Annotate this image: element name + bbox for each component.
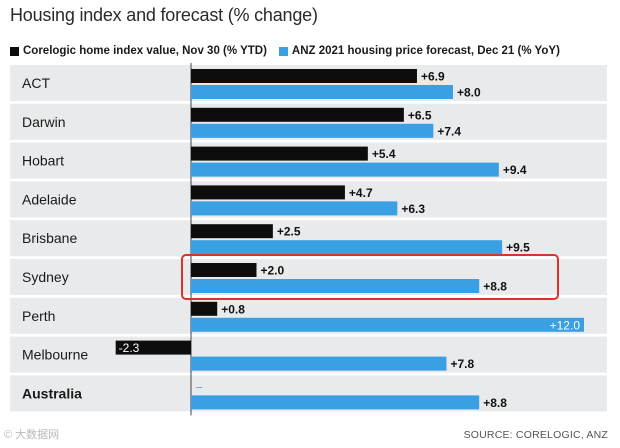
data-label-corelogic-hobart: +5.4 [372, 147, 396, 161]
data-label-corelogic-adelaide: +4.7 [349, 186, 373, 200]
bar-anz-act [191, 85, 453, 99]
data-label-anz-darwin: +7.4 [437, 124, 461, 138]
watermark: © 大数据网 [4, 429, 60, 441]
data-label-corelogic-brisbane: +2.5 [277, 225, 301, 239]
data-label-corelogic-act: +6.9 [421, 70, 445, 84]
bar-corelogic-melbourne [115, 340, 191, 355]
legend-swatch-black [10, 46, 19, 56]
legend-item-anz: ANZ 2021 housing price forecast, Dec 21 … [278, 45, 560, 57]
legend-swatch-blue [278, 46, 288, 56]
data-label-anz-australia: +8.8 [483, 396, 507, 410]
data-label-anz-act: +8.0 [457, 86, 481, 100]
data-label-corelogic-australia: – [196, 381, 203, 393]
data-label-anz-perth: +12.0 [550, 318, 581, 332]
bar-anz-brisbane [191, 240, 503, 255]
legend-label-anz: ANZ 2021 housing price forecast, Dec 21 … [291, 45, 560, 57]
bar-corelogic-adelaide [191, 185, 345, 200]
category-label-perth: Perth [22, 308, 55, 324]
bar-corelogic-darwin [191, 107, 404, 122]
bar-corelogic-brisbane [191, 224, 273, 239]
data-label-anz-sydney: +8.8 [483, 280, 507, 294]
bar-anz-perth [191, 317, 584, 332]
source-note: SOURCE: CORELOGIC, ANZ [463, 429, 608, 441]
data-label-corelogic-sydney: +2.0 [261, 264, 285, 278]
bar-corelogic-hobart [191, 146, 368, 161]
data-label-corelogic-perth: +0.8 [221, 302, 245, 316]
category-label-australia: Australia [22, 385, 82, 401]
data-label-anz-brisbane: +9.5 [506, 241, 530, 255]
category-label-hobart: Hobart [22, 153, 64, 169]
highlight-box-sydney [181, 254, 559, 300]
bar-anz-australia [191, 395, 480, 410]
category-label-sydney: Sydney [22, 269, 69, 285]
legend-item-corelogic: Corelogic home index value, Nov 30 (% YT… [10, 45, 267, 57]
data-label-anz-melbourne: +7.8 [450, 357, 474, 371]
category-label-brisbane: Brisbane [22, 230, 77, 246]
data-label-anz-hobart: +9.4 [503, 163, 527, 177]
category-label-darwin: Darwin [22, 114, 66, 130]
bar-corelogic-act [191, 69, 417, 83]
category-label-act: ACT [22, 75, 50, 91]
bar-anz-adelaide [191, 201, 398, 216]
chart-title: Housing index and forecast (% change) [10, 5, 318, 25]
category-label-melbourne: Melbourne [22, 347, 88, 363]
data-label-anz-adelaide: +6.3 [401, 202, 425, 216]
category-label-adelaide: Adelaide [22, 191, 77, 207]
bar-anz-hobart [191, 162, 499, 177]
legend-label-corelogic: Corelogic home index value, Nov 30 (% YT… [23, 45, 267, 57]
bar-anz-melbourne [191, 356, 447, 371]
bar-anz-sydney [191, 279, 480, 293]
bar-corelogic-sydney [191, 263, 257, 277]
data-label-corelogic-melbourne: -2.3 [119, 341, 140, 355]
data-label-corelogic-darwin: +6.5 [408, 108, 432, 122]
bar-anz-darwin [191, 123, 434, 138]
legend: Corelogic home index value, Nov 30 (% YT… [10, 44, 572, 58]
bar-corelogic-perth [191, 301, 218, 316]
